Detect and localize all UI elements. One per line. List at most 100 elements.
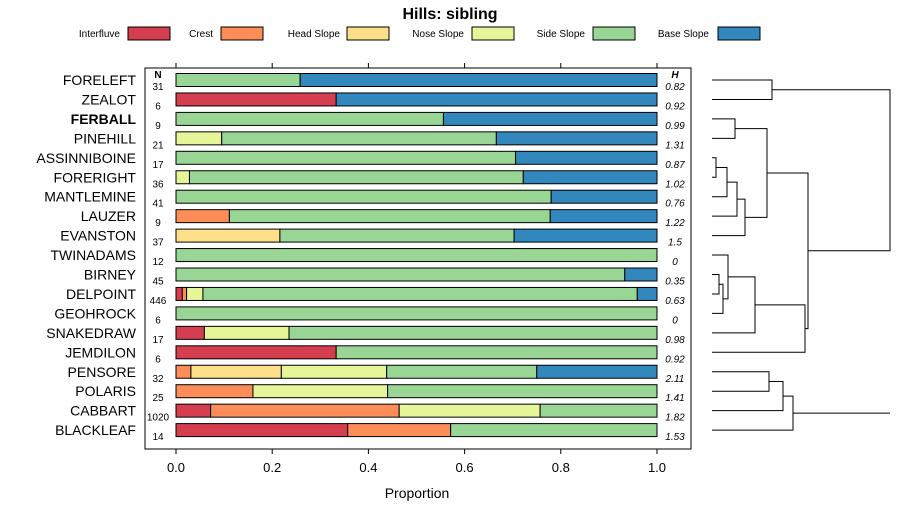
plot-frame	[144, 67, 692, 450]
row-label: MANTLEMINE	[44, 189, 136, 205]
row-label: JEMDILON	[65, 344, 136, 360]
legend-label-crest: Crest	[189, 29, 213, 40]
h-value: 0.87	[665, 160, 685, 171]
bar-segment-base-slope	[536, 364, 658, 379]
n-value: 17	[152, 160, 164, 171]
bar-segment-nose-slope	[186, 286, 204, 301]
dendrogram-branch	[712, 274, 720, 295]
h-value: 1.31	[665, 140, 684, 151]
bar-segment-side-slope	[175, 150, 517, 165]
dendrogram-branch	[712, 276, 756, 334]
bar-segment-crest	[347, 423, 452, 438]
dendrogram-branch	[712, 118, 736, 139]
x-tick-label: 1.0	[648, 460, 666, 475]
legend-label-head-slope: Head Slope	[288, 29, 341, 40]
bar-row-polaris: POLARIS 25 1.41	[75, 383, 684, 404]
h-value: 0	[672, 315, 678, 326]
bar-segment-interfluve	[175, 286, 183, 301]
dendrogram-branch	[712, 371, 770, 392]
n-value: 6	[155, 354, 161, 365]
row-label: PINEHILL	[74, 130, 136, 146]
legend-swatch-crest	[220, 26, 264, 41]
bar-segment-head-slope	[190, 364, 282, 379]
x-tick-label: 0.6	[456, 460, 474, 475]
bar-segment-base-slope	[636, 286, 658, 301]
bar-segment-crest	[175, 364, 192, 379]
h-value: 2.11	[665, 374, 685, 385]
row-label: FORELEFT	[63, 72, 137, 88]
bar-segment-crest	[175, 384, 254, 399]
n-value: 45	[152, 277, 164, 288]
n-column-header: N	[154, 70, 161, 81]
dendrogram	[712, 79, 891, 431]
bar-row-assinniboine: ASSINNIBOINE 17 0.87	[36, 150, 685, 171]
bar-segment-base-slope	[513, 228, 658, 243]
n-value: 12	[152, 257, 164, 268]
row-label: FERBALL	[71, 111, 137, 127]
x-axis-label: Proportion	[385, 485, 450, 501]
row-label: GEOHROCK	[54, 305, 136, 321]
bar-segment-crest	[210, 403, 400, 418]
n-value: 1020	[147, 413, 170, 424]
legend: Interfluve Crest Head Slope Nose Slope Side …	[79, 26, 761, 41]
bar-segment-nose-slope	[203, 325, 290, 340]
row-label: ZEALOT	[82, 91, 137, 107]
bar-row-birney: BIRNEY 45 0.35	[84, 267, 685, 288]
bar-segment-side-slope	[175, 111, 444, 126]
h-value: 1.82	[665, 413, 685, 424]
bar-segment-side-slope	[188, 170, 524, 185]
bar-row-foreleft: FORELEFT 31 0.82	[63, 72, 685, 93]
h-value: 0.35	[665, 277, 685, 288]
bar-row-pensore: PENSORE 32 2.11	[68, 364, 685, 385]
dendrogram-branch	[712, 304, 806, 353]
dendrogram-branch	[772, 89, 891, 252]
bar-segment-side-slope	[279, 228, 515, 243]
row-label: BIRNEY	[84, 267, 137, 283]
bar-segment-base-slope	[515, 150, 658, 165]
legend-swatch-side-slope	[592, 26, 636, 41]
row-label: PENSORE	[68, 364, 136, 380]
n-value: 6	[155, 101, 161, 112]
n-value: 9	[155, 121, 161, 132]
bar-segment-crest	[181, 286, 188, 301]
chart-title: Hills: sibling	[402, 6, 497, 23]
bar-segment-nose-slope	[175, 131, 223, 146]
bar-row-jemdilon: JEMDILON 6 0.92	[65, 344, 685, 365]
legend-label-interfluve: Interfluve	[79, 29, 121, 40]
bar-segment-base-slope	[550, 189, 658, 204]
bar-row-zealot: ZEALOT 6 0.92	[82, 91, 686, 112]
row-label: TWINADAMS	[50, 247, 136, 263]
bar-segment-side-slope	[175, 267, 626, 282]
dendrogram-branch	[712, 157, 717, 178]
h-value: 0.82	[665, 82, 685, 93]
n-value: 446	[150, 296, 167, 307]
bar-segment-crest	[175, 209, 230, 224]
n-value: 41	[152, 199, 164, 210]
bar-segment-side-slope	[386, 364, 538, 379]
bar-segment-interfluve	[175, 92, 337, 107]
bar-row-snakedraw: SNAKEDRAW 17 0.98	[46, 325, 685, 346]
bar-segment-interfluve	[175, 403, 212, 418]
bar-segment-side-slope	[175, 189, 552, 204]
x-tick-label: 0.8	[552, 460, 570, 475]
x-tick-label: 0.4	[359, 460, 377, 475]
n-value: 36	[152, 179, 164, 190]
bar-row-pinehill: PINEHILL 21 1.31	[74, 130, 685, 151]
n-value: 14	[152, 432, 164, 443]
bar-segment-nose-slope	[175, 170, 190, 185]
bar-row-cabbart: CABBART 1020 1.82	[70, 403, 685, 424]
h-value: 0.76	[665, 199, 685, 210]
h-value: 1.53	[665, 432, 685, 443]
bar-segment-side-slope	[228, 209, 551, 224]
legend-swatch-head-slope	[346, 26, 390, 41]
h-value: 0	[672, 257, 678, 268]
bar-row-mantlemine: MANTLEMINE 41 0.76	[44, 189, 685, 210]
bar-segment-nose-slope	[398, 403, 541, 418]
bar-segment-side-slope	[221, 131, 497, 146]
legend-label-side-slope: Side Slope	[537, 29, 586, 40]
h-column-header: H	[671, 70, 679, 81]
legend-swatch-base-slope	[717, 26, 761, 41]
bar-row-blackleaf: BLACKLEAF 14 1.53	[55, 422, 685, 443]
h-value: 0.92	[665, 354, 685, 365]
